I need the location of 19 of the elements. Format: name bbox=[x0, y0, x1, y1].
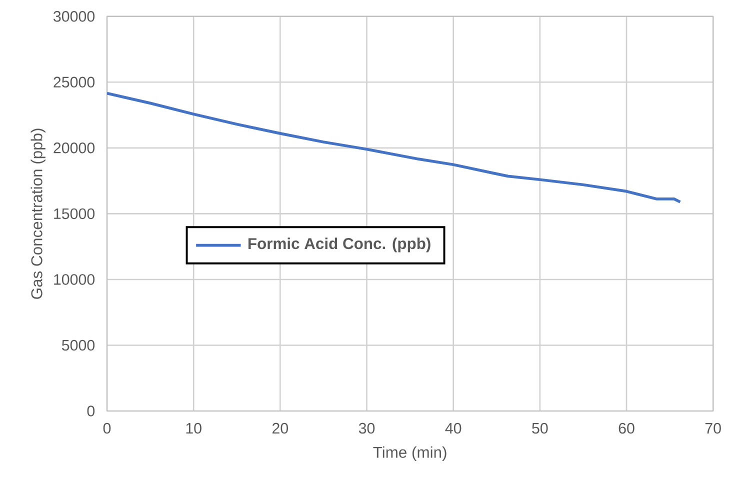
y-tick-label: 5000 bbox=[62, 340, 95, 351]
x-tick-label: 40 bbox=[445, 422, 462, 434]
x-tick-label: 30 bbox=[358, 422, 375, 434]
x-tick-label: 0 bbox=[103, 422, 111, 434]
y-tick-label: 10000 bbox=[54, 274, 95, 285]
x-axis-title: Time (min) bbox=[373, 446, 446, 461]
y-tick-label: 15000 bbox=[54, 208, 95, 220]
line-series bbox=[107, 92, 682, 204]
y-axis-title: Gas Concentration (ppb) bbox=[30, 128, 46, 299]
y-tick-label: 20000 bbox=[54, 142, 95, 154]
x-tick-label: 10 bbox=[186, 422, 202, 434]
x-tick-label: 20 bbox=[272, 422, 288, 434]
legend-label: Formic Acid Conc. (ppb) bbox=[248, 238, 430, 252]
x-tick-label: 70 bbox=[705, 422, 721, 434]
y-tick-label: 30000 bbox=[54, 11, 95, 22]
y-tick-label: 25000 bbox=[54, 76, 95, 88]
y-tick-label: 0 bbox=[87, 406, 95, 416]
x-tick-label: 60 bbox=[618, 422, 634, 434]
x-tick-label: 50 bbox=[532, 422, 548, 434]
